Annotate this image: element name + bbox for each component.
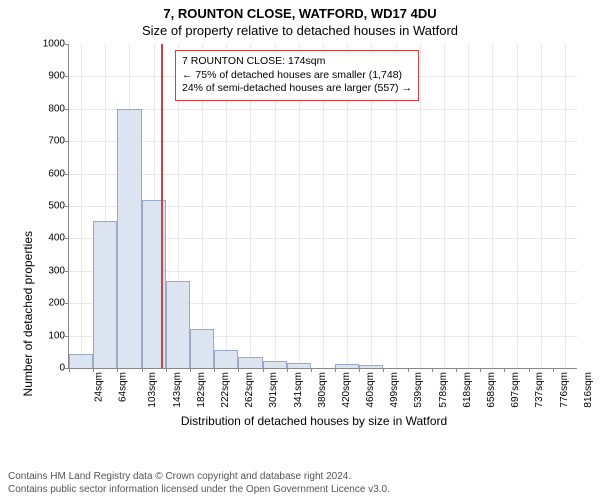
gridline-v <box>492 44 493 368</box>
gridline-v <box>517 44 518 368</box>
ytick-mark <box>65 174 69 175</box>
xtick-mark <box>504 368 505 372</box>
page-subtitle: Size of property relative to detached ho… <box>0 21 600 38</box>
xtick-mark <box>69 368 70 372</box>
ytick-mark <box>65 206 69 207</box>
xtick-label: 222sqm <box>220 372 231 408</box>
xtick-label: 776sqm <box>559 372 570 408</box>
ytick-mark <box>65 336 69 337</box>
xtick-label: 380sqm <box>317 372 328 408</box>
histogram-bar <box>117 109 141 368</box>
xtick-mark <box>311 368 312 372</box>
xtick-mark <box>456 368 457 372</box>
gridline-v <box>541 44 542 368</box>
xtick-mark <box>263 368 264 372</box>
xtick-mark <box>214 368 215 372</box>
ytick-mark <box>65 76 69 77</box>
histogram-bar <box>359 365 383 368</box>
xtick-label: 539sqm <box>414 372 425 408</box>
footer-credits: Contains HM Land Registry data © Crown c… <box>8 471 390 496</box>
xtick-mark <box>553 368 554 372</box>
xtick-label: 460sqm <box>365 372 376 408</box>
xtick-mark <box>383 368 384 372</box>
histogram-chart: Number of detached properties 0100200300… <box>34 44 594 418</box>
xtick-mark <box>287 368 288 372</box>
xtick-label: 737sqm <box>535 372 546 408</box>
page-title: 7, ROUNTON CLOSE, WATFORD, WD17 4DU <box>0 0 600 21</box>
ytick-mark <box>65 238 69 239</box>
ytick-mark <box>65 44 69 45</box>
xtick-mark <box>93 368 94 372</box>
histogram-bar <box>335 364 359 368</box>
histogram-bar <box>238 357 262 368</box>
xtick-mark <box>190 368 191 372</box>
xtick-mark <box>529 368 530 372</box>
xtick-mark <box>480 368 481 372</box>
gridline-v <box>565 44 566 368</box>
xtick-label: 618sqm <box>462 372 473 408</box>
xtick-mark <box>335 368 336 372</box>
ytick-mark <box>65 303 69 304</box>
ytick-mark <box>65 141 69 142</box>
histogram-bar <box>166 281 190 368</box>
xtick-mark <box>142 368 143 372</box>
xtick-label: 499sqm <box>389 372 400 408</box>
footer-line-2: Contains public sector information licen… <box>8 484 390 497</box>
gridline-v <box>444 44 445 368</box>
xtick-mark <box>359 368 360 372</box>
xtick-label: 816sqm <box>583 372 594 408</box>
histogram-bar <box>263 361 287 368</box>
gridline-v <box>81 44 82 368</box>
xtick-label: 658sqm <box>486 372 497 408</box>
footer-line-1: Contains HM Land Registry data © Crown c… <box>8 471 390 484</box>
y-axis-label: Number of detached properties <box>21 231 35 396</box>
xtick-label: 262sqm <box>244 372 255 408</box>
xtick-label: 64sqm <box>118 372 129 402</box>
xtick-mark <box>166 368 167 372</box>
histogram-bar <box>69 354 93 368</box>
xtick-mark <box>432 368 433 372</box>
callout-line: ← 75% of detached houses are smaller (1,… <box>182 69 412 83</box>
xtick-label: 578sqm <box>438 372 449 408</box>
gridline-v <box>468 44 469 368</box>
xtick-mark <box>408 368 409 372</box>
xtick-label: 103sqm <box>147 372 158 408</box>
callout-line: 24% of semi-detached houses are larger (… <box>182 82 412 96</box>
callout-line: 7 ROUNTON CLOSE: 174sqm <box>182 55 412 69</box>
xtick-label: 341sqm <box>293 372 304 408</box>
xtick-label: 301sqm <box>268 372 279 408</box>
gridline-v <box>420 44 421 368</box>
marker-line <box>161 44 163 368</box>
histogram-bar <box>287 363 311 368</box>
xtick-label: 697sqm <box>510 372 521 408</box>
xtick-label: 420sqm <box>341 372 352 408</box>
xtick-mark <box>117 368 118 372</box>
callout-box: 7 ROUNTON CLOSE: 174sqm← 75% of detached… <box>175 50 419 101</box>
xtick-label: 24sqm <box>94 372 105 402</box>
histogram-bar <box>190 329 214 368</box>
histogram-bar <box>93 221 117 368</box>
ytick-mark <box>65 109 69 110</box>
plot-area: 0100200300400500600700800900100024sqm64s… <box>68 44 577 369</box>
xtick-label: 182sqm <box>196 372 207 408</box>
histogram-bar <box>214 350 238 368</box>
xtick-label: 143sqm <box>172 372 183 408</box>
x-axis-label: Distribution of detached houses by size … <box>34 414 594 428</box>
ytick-mark <box>65 271 69 272</box>
xtick-mark <box>238 368 239 372</box>
